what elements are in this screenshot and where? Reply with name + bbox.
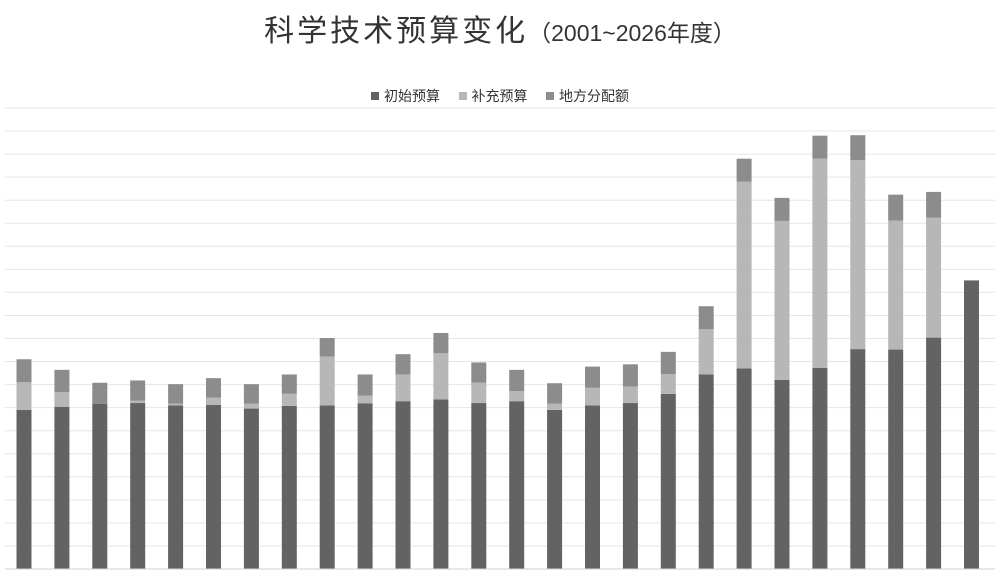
bars [16, 135, 979, 569]
bar-local-2005 [168, 384, 184, 404]
chart-title-main: 科学技术预算变化 [264, 14, 529, 49]
legend-swatch-local [545, 92, 554, 100]
bar-local-2015 [547, 383, 563, 404]
legend-item-initial: 初始预算 [371, 86, 440, 106]
bar-supplementary-2001 [16, 382, 32, 410]
bar-supplementary-2004 [130, 400, 146, 404]
bar-initial-2026 [964, 280, 979, 569]
bar-initial-2015 [547, 409, 563, 569]
bar-supplementary-2016 [585, 387, 600, 406]
chart-legend: 初始预算 补充预算 地方分配额 [0, 86, 1000, 106]
bar-local-2009 [319, 338, 335, 357]
legend-label-local: 地方分配额 [558, 89, 629, 105]
bar-local-2003 [92, 382, 108, 404]
legend-swatch-supplementary [458, 92, 467, 100]
bar-local-2012 [433, 332, 449, 354]
bar-supplementary-2021 [774, 220, 790, 380]
bar-local-2022 [812, 135, 828, 159]
bar-supplementary-2013 [471, 382, 487, 404]
bar-local-2007 [243, 384, 259, 404]
bar-local-2014 [509, 369, 525, 392]
legend-item-local: 地方分配额 [545, 86, 629, 106]
bar-local-2024 [888, 194, 904, 221]
bar-local-2011 [395, 354, 411, 375]
gridlines [5, 107, 995, 547]
bar-initial-2012 [433, 399, 449, 569]
bar-local-2008 [281, 374, 297, 394]
chart-subtitle: （2001~2026年度） [528, 20, 736, 46]
bar-initial-2010 [357, 403, 373, 569]
bar-supplementary-2018 [660, 374, 676, 394]
bar-supplementary-2024 [888, 220, 904, 350]
bar-local-2025 [926, 191, 942, 218]
bar-supplementary-2014 [509, 391, 525, 402]
bar-initial-2025 [926, 337, 942, 569]
bar-initial-2024 [888, 349, 904, 569]
bar-supplementary-2002 [54, 391, 70, 407]
bar-supplementary-2006 [206, 397, 221, 405]
bar-initial-2009 [319, 405, 335, 569]
bar-initial-2023 [850, 349, 866, 569]
bar-initial-2011 [395, 401, 411, 569]
chart-title: 科学技术预算变化（2001~2026年度） [0, 6, 1000, 50]
bar-initial-2007 [243, 408, 259, 569]
bar-local-2019 [698, 306, 714, 330]
bar-initial-2021 [774, 379, 790, 569]
legend-swatch-initial [371, 92, 380, 100]
bar-initial-2020 [736, 368, 752, 569]
legend-label-supplementary: 补充预算 [471, 89, 528, 105]
bar-supplementary-2009 [319, 356, 335, 406]
bar-supplementary-2017 [622, 386, 638, 404]
bar-local-2002 [54, 369, 70, 392]
bar-initial-2017 [622, 403, 638, 569]
bar-supplementary-2007 [243, 403, 259, 409]
bar-local-2006 [206, 378, 221, 398]
bar-initial-2018 [660, 393, 676, 569]
bar-initial-2006 [206, 404, 221, 569]
bar-supplementary-2005 [168, 403, 184, 406]
bar-supplementary-2010 [357, 395, 373, 404]
bar-supplementary-2008 [281, 393, 297, 406]
legend-label-initial: 初始预算 [384, 89, 441, 105]
bar-local-2004 [130, 380, 146, 401]
bar-initial-2016 [585, 405, 600, 569]
legend-item-supplementary: 补充预算 [458, 86, 528, 106]
bar-supplementary-2023 [850, 160, 866, 350]
bar-local-2001 [16, 359, 32, 383]
bar-local-2023 [850, 135, 866, 161]
bar-initial-2001 [16, 409, 32, 569]
bar-local-2013 [471, 362, 487, 383]
bar-initial-2022 [812, 368, 828, 569]
bar-supplementary-2012 [433, 353, 449, 400]
bar-initial-2013 [471, 403, 487, 569]
bar-supplementary-2015 [547, 403, 563, 410]
bar-local-2018 [660, 351, 676, 374]
bar-initial-2008 [281, 405, 297, 569]
bar-local-2017 [622, 364, 638, 387]
bar-supplementary-2011 [395, 374, 411, 402]
bar-supplementary-2019 [698, 329, 714, 375]
bar-supplementary-2020 [736, 181, 752, 369]
bar-supplementary-2022 [812, 158, 828, 368]
bar-local-2016 [585, 366, 600, 388]
bar-local-2020 [736, 158, 752, 182]
bar-initial-2002 [54, 406, 70, 569]
bar-local-2010 [357, 374, 373, 396]
bar-initial-2014 [509, 401, 525, 569]
bar-supplementary-2025 [926, 217, 942, 338]
bar-local-2021 [774, 197, 790, 221]
bar-initial-2003 [92, 403, 108, 569]
bar-initial-2005 [168, 405, 184, 569]
bar-initial-2004 [130, 403, 146, 569]
bar-initial-2019 [698, 374, 714, 569]
